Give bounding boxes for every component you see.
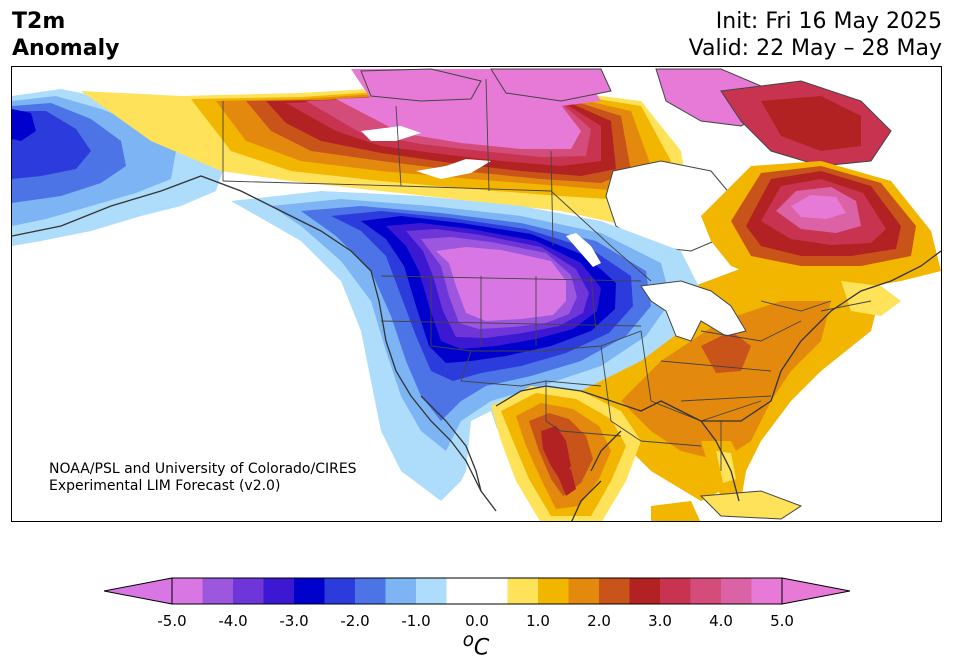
colorbar-cell bbox=[263, 578, 295, 604]
map-credit: NOAA/PSL and University of Colorado/CIRE… bbox=[49, 461, 357, 495]
init-date: Init: Fri 16 May 2025 bbox=[715, 9, 942, 34]
colorbar-cell bbox=[233, 578, 264, 604]
colorbar-high-extend bbox=[781, 577, 850, 605]
anomaly-map bbox=[11, 66, 942, 522]
colorbar-cell bbox=[507, 578, 539, 604]
title-line1: T2m bbox=[12, 9, 66, 34]
quebec-region bbox=[701, 161, 941, 291]
colorbar-tick-label: -5.0 bbox=[157, 612, 187, 630]
colorbar-tick-label: 3.0 bbox=[648, 612, 672, 630]
colorbar-tick-label: 4.0 bbox=[709, 612, 733, 630]
colorbar-unit: oC bbox=[463, 630, 490, 660]
colorbar-cell bbox=[629, 578, 661, 604]
lakes bbox=[361, 126, 747, 342]
map-title: T2m Anomaly bbox=[12, 8, 119, 62]
colorbar-cell bbox=[690, 578, 722, 604]
eastern-us-region bbox=[521, 261, 901, 506]
colorbar-cell bbox=[324, 578, 356, 604]
colorbar-outline bbox=[171, 577, 783, 605]
colorbar-cell bbox=[202, 578, 234, 604]
colorbar-tick-label: 5.0 bbox=[770, 612, 794, 630]
colorbar-cell bbox=[416, 578, 447, 604]
texas-mexico-region bbox=[466, 386, 803, 521]
northern-canada-region bbox=[81, 68, 892, 252]
colorbar-tick-label: 0.0 bbox=[465, 612, 489, 630]
colorbar-cell bbox=[568, 578, 600, 604]
colorbar-cell bbox=[355, 578, 386, 604]
colorbar-tick-label: 1.0 bbox=[526, 612, 550, 630]
coastlines bbox=[12, 175, 941, 521]
unit-degree: o bbox=[462, 630, 474, 651]
colorbar bbox=[104, 577, 850, 605]
colorbar-cell bbox=[599, 578, 630, 604]
colorbar-cell bbox=[721, 578, 752, 604]
colorbar-cell bbox=[172, 578, 203, 604]
colorbar-cell bbox=[446, 578, 478, 604]
colorbar-cell bbox=[477, 578, 508, 604]
colorbar-low-extend bbox=[104, 577, 173, 605]
western-us-cold-region bbox=[231, 191, 701, 501]
colorbar-tick-label: -1.0 bbox=[401, 612, 431, 630]
colorbar-cell bbox=[751, 578, 783, 604]
colorbar-cell bbox=[660, 578, 691, 604]
credit-line2: Experimental LIM Forecast (v2.0) bbox=[49, 478, 281, 494]
credit-line1: NOAA/PSL and University of Colorado/CIRE… bbox=[49, 461, 357, 477]
colorbar-cell bbox=[294, 578, 325, 604]
valid-range: Valid: 22 May – 28 May bbox=[688, 36, 942, 61]
colorbar-tick-label: -4.0 bbox=[218, 612, 248, 630]
colorbar-tick-label: -3.0 bbox=[279, 612, 309, 630]
colorbar-tick-label: 2.0 bbox=[587, 612, 611, 630]
unit-symbol: C bbox=[473, 635, 490, 661]
colorbar-tick-label: -2.0 bbox=[340, 612, 370, 630]
forecast-dates: Init: Fri 16 May 2025 Valid: 22 May – 28… bbox=[689, 8, 942, 62]
title-line2: Anomaly bbox=[12, 36, 120, 61]
political-borders bbox=[222, 78, 872, 471]
colorbar-cell bbox=[538, 578, 569, 604]
colorbar-cell bbox=[385, 578, 417, 604]
